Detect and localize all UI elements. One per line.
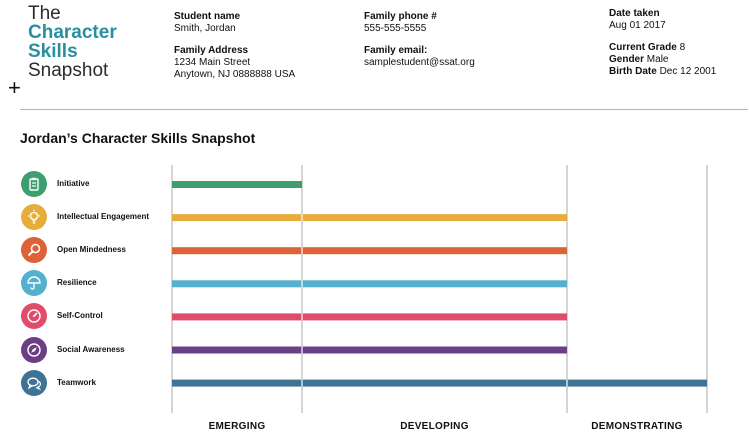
gender-value: Male <box>646 54 669 65</box>
chart-title: Jordan’s Character Skills Snapshot <box>20 130 256 146</box>
bar-segment-gap <box>301 247 303 255</box>
skill-bar <box>172 313 567 321</box>
family-email-label: Family email: <box>364 45 428 56</box>
gender-row: Gender Male <box>609 54 716 66</box>
date-taken-label: Date taken <box>609 8 660 19</box>
logo-line-the: The <box>28 3 61 24</box>
skill-bar <box>172 247 567 255</box>
compass-icon <box>21 336 47 363</box>
skill-bar <box>172 280 567 288</box>
gender-label: Gender <box>609 54 645 65</box>
clipboard-icon <box>21 171 47 197</box>
test-details: Date taken Aug 01 2017 Current Grade 8 G… <box>609 8 716 78</box>
family-email-value: samplestudent@ssat.org <box>364 57 475 68</box>
bar-segment-gap <box>301 346 303 354</box>
current-grade-row: Current Grade 8 <box>609 42 716 54</box>
gauge-icon <box>21 303 47 330</box>
chat-bubbles-icon <box>21 369 47 396</box>
birth-date-row: Birth Date Dec 12 2001 <box>609 66 716 78</box>
skill-bar <box>172 214 567 222</box>
date-taken-value: Aug 01 2017 <box>609 20 666 31</box>
current-grade-label: Current Grade <box>609 42 677 53</box>
current-grade-value: 8 <box>679 42 686 53</box>
birth-date-label: Birth Date <box>609 66 657 77</box>
family-contact: Family phone # 555-555-5555 Family email… <box>364 11 475 69</box>
family-phone-value: 555-555-5555 <box>364 23 427 34</box>
bar-segment-gap <box>301 280 303 288</box>
family-phone-label: Family phone # <box>364 11 437 22</box>
skill-label: Resilience <box>57 278 97 288</box>
bar-segment-gap <box>301 214 303 222</box>
skill-label: Intellectual Engagement <box>57 212 150 222</box>
skill-bar <box>172 379 707 387</box>
skill-label: Social Awareness <box>57 344 125 354</box>
skill-bar <box>172 346 567 354</box>
skill-label: Open Mindedness <box>57 245 126 255</box>
logo: The Character Skills Snapshot <box>28 4 117 80</box>
level-label: DEMONSTRATING <box>591 421 683 432</box>
level-label: EMERGING <box>208 421 266 432</box>
bar-segment-gap <box>301 313 303 321</box>
family-address-line2: Anytown, NJ 0888888 USA <box>174 69 296 80</box>
crosshair-cursor-icon: + <box>8 75 21 100</box>
level-label: DEVELOPING <box>400 421 469 432</box>
logo-line-character: Character <box>28 22 117 43</box>
header-divider <box>20 109 748 110</box>
lightbulb-icon <box>21 204 47 231</box>
skill-bar <box>172 181 302 188</box>
student-info: Student name Smith, Jordan Family Addres… <box>174 11 295 81</box>
skill-label: Initiative <box>57 179 90 188</box>
logo-line-snapshot: Snapshot <box>28 60 109 81</box>
skill-label: Teamwork <box>57 377 96 387</box>
birth-date-value: Dec 12 2001 <box>659 66 717 77</box>
family-address-line1: 1234 Main Street <box>174 57 251 68</box>
bar-segment-gap <box>301 379 303 387</box>
family-address-label: Family Address <box>174 45 249 56</box>
student-name-label: Student name <box>174 11 241 22</box>
skill-label: Self-Control <box>57 311 103 321</box>
student-name-value: Smith, Jordan <box>174 23 236 34</box>
umbrella-icon <box>21 270 47 297</box>
magnifier-icon <box>21 237 47 264</box>
bar-segment-gap <box>566 379 568 387</box>
logo-line-skills: Skills <box>28 41 78 62</box>
